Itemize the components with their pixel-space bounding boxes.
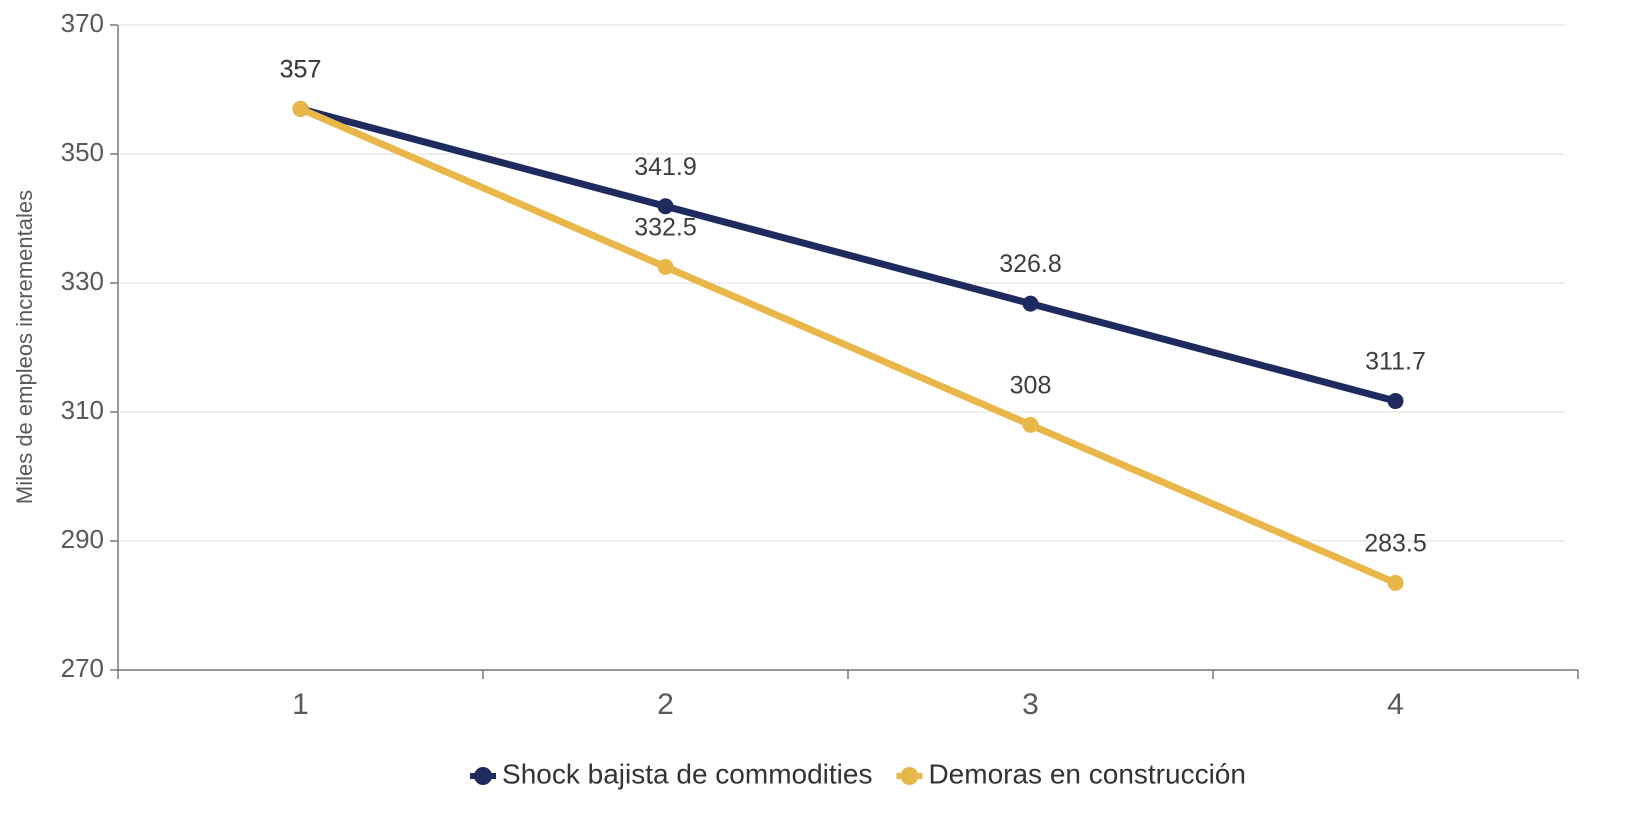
data-point	[1022, 295, 1039, 312]
data-label: 311.7	[1365, 348, 1426, 376]
data-point	[657, 198, 674, 215]
legend-item: Demoras en construcción	[896, 758, 1246, 789]
data-point	[1387, 393, 1404, 410]
y-tick-label: 330	[61, 266, 104, 296]
data-label: 326.8	[999, 250, 1062, 278]
x-tick-label: 4	[1387, 688, 1404, 721]
y-axis-label: Miles de empleos incrementales	[12, 190, 37, 504]
data-label: 357	[280, 55, 322, 83]
x-tick-label: 2	[657, 688, 674, 721]
x-tick-label: 1	[292, 688, 309, 721]
data-label: 308	[1010, 372, 1052, 400]
y-tick-label: 290	[61, 524, 104, 554]
legend-swatch	[474, 767, 493, 785]
legend-swatch	[900, 767, 919, 785]
data-point	[657, 258, 674, 275]
data-label: 332.5	[634, 213, 697, 241]
data-label: 341.9	[634, 153, 697, 181]
data-label: 357	[280, 55, 322, 83]
y-tick-label: 310	[61, 395, 104, 425]
legend-label: Demoras en construcción	[928, 758, 1245, 789]
series-line	[297, 105, 1399, 405]
y-tick-label: 350	[61, 137, 104, 167]
series-line	[297, 105, 1399, 587]
data-label: 283.5	[1364, 530, 1427, 558]
legend: Shock bajista de commodities Demoras en c…	[470, 758, 1246, 789]
y-tick-label: 370	[61, 8, 104, 38]
y-tick-label: 270	[61, 653, 104, 683]
data-point	[1387, 574, 1404, 591]
legend-label: Shock bajista de commodities	[502, 758, 872, 789]
legend-item: Shock bajista de commodities	[470, 758, 872, 789]
data-point	[292, 100, 309, 117]
data-point	[1022, 416, 1039, 433]
x-tick-label: 3	[1022, 688, 1039, 721]
